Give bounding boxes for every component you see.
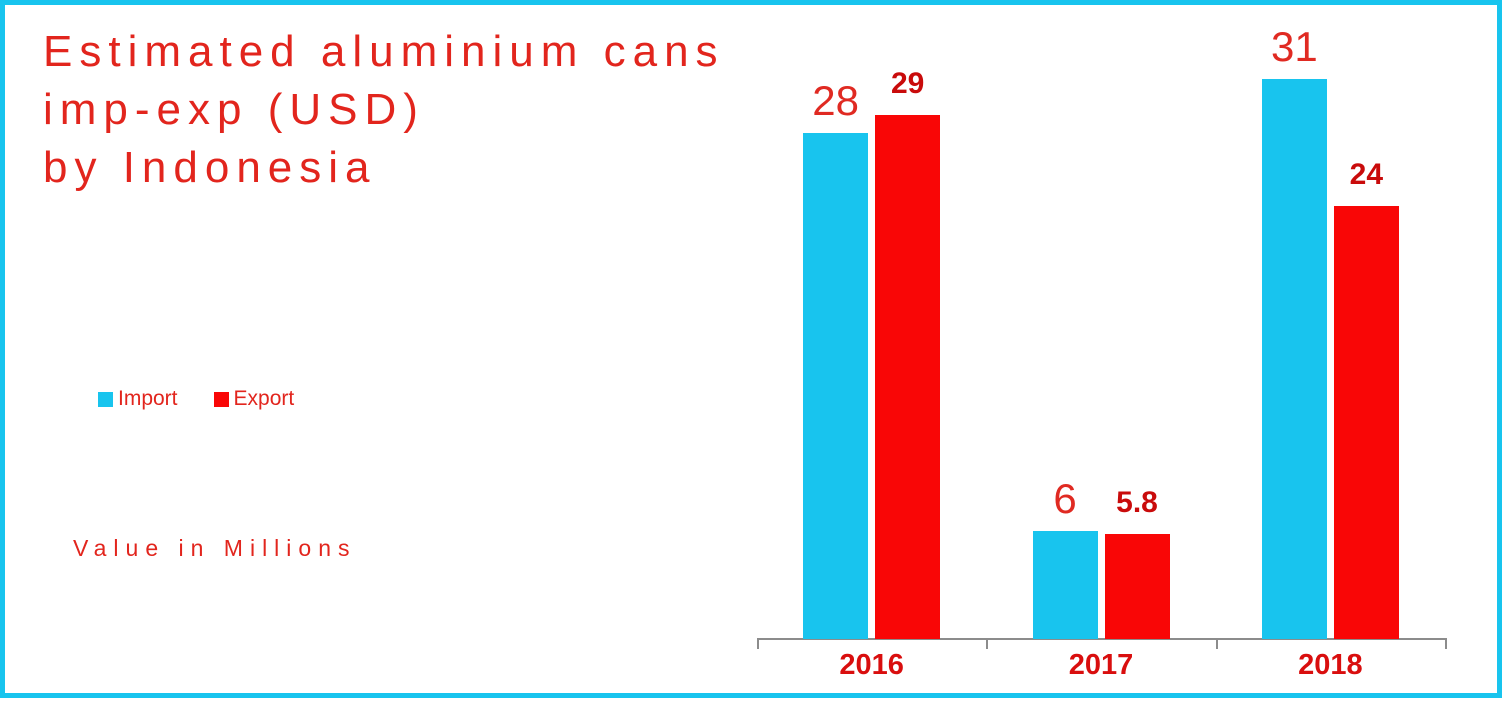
legend-label-import: Import bbox=[118, 387, 178, 410]
bar-import-2018 bbox=[1261, 79, 1327, 639]
x-axis-label-2018: 2018 bbox=[1298, 649, 1363, 681]
bar-export-2018 bbox=[1333, 206, 1399, 639]
bar-chart: 28 29 2016 6 5.8 2017 31 24 2018 bbox=[5, 5, 1502, 703]
x-axis-tick bbox=[757, 638, 759, 649]
x-axis-label-2016: 2016 bbox=[839, 649, 904, 681]
bar-label-import-2018: 31 bbox=[1270, 23, 1318, 70]
x-axis-tick bbox=[1445, 638, 1447, 649]
bar-export-2017 bbox=[1104, 534, 1170, 639]
legend-label-export: Export bbox=[233, 387, 295, 410]
chart-title-line-1: Estimated aluminium cans bbox=[43, 27, 725, 76]
bar-label-export-2017: 5.8 bbox=[1116, 486, 1158, 519]
chart-title-line-3: by Indonesia bbox=[43, 143, 377, 192]
import-swatch-icon bbox=[98, 391, 113, 407]
bar-export-2016 bbox=[875, 115, 941, 639]
bar-label-import-2016: 28 bbox=[812, 77, 860, 124]
legend-item-import: Import bbox=[98, 387, 178, 411]
bar-import-2016 bbox=[803, 133, 869, 639]
value-note: Value in Millions bbox=[73, 535, 357, 561]
bar-label-export-2018: 24 bbox=[1349, 158, 1384, 191]
export-swatch-icon bbox=[213, 391, 229, 407]
x-axis-label-2017: 2017 bbox=[1068, 649, 1134, 681]
chart-title-line-2: imp-exp (USD) bbox=[43, 85, 425, 134]
legend-item-export: Export bbox=[213, 387, 295, 411]
bar-label-import-2017: 6 bbox=[1053, 475, 1077, 522]
x-axis-line bbox=[757, 638, 1445, 640]
x-axis-tick bbox=[1215, 638, 1218, 649]
bar-label-export-2016: 29 bbox=[890, 67, 925, 100]
chart-title: Estimated aluminium cans imp-exp (USD) b… bbox=[43, 23, 725, 197]
bar-import-2017 bbox=[1032, 531, 1098, 639]
x-axis-tick bbox=[986, 638, 989, 649]
legend: Import Export bbox=[98, 387, 294, 411]
